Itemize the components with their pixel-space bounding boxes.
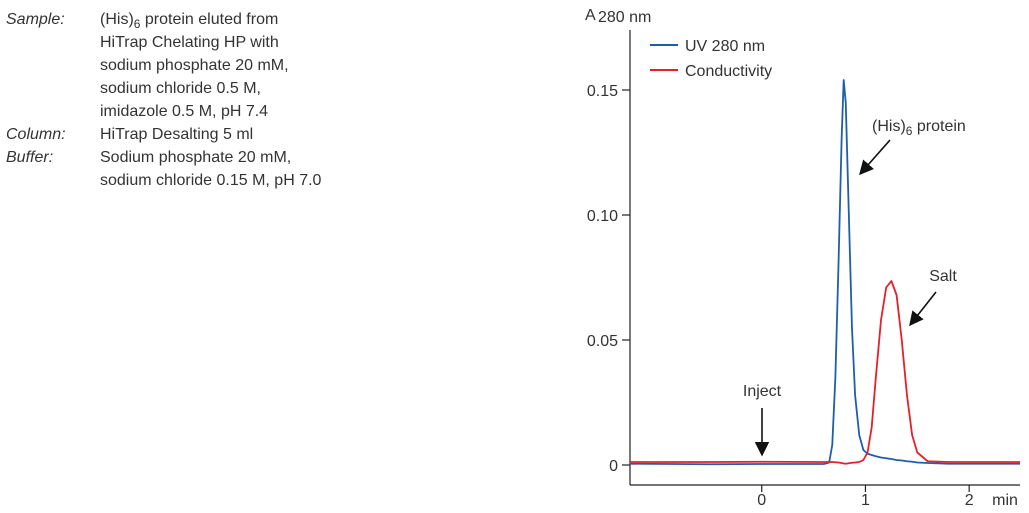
annotation: Salt [929, 268, 957, 285]
info-text-part: 6 [134, 17, 141, 31]
info-text: (His)6 protein eluted from [100, 11, 278, 31]
data-line [630, 280, 1020, 465]
annotation: (His)6 protein [872, 118, 966, 138]
x-axis-label: min [992, 492, 1018, 509]
info-text-part: (His) [100, 11, 134, 28]
y-axis-label: A [585, 7, 596, 24]
info-text-part: protein eluted from [140, 11, 278, 28]
y-tick-label: 0 [609, 458, 618, 475]
annotation-part: (His) [872, 118, 906, 135]
x-tick-label: 1 [861, 492, 870, 509]
salt-arrow [909, 291, 937, 327]
y-tick-label: 0.05 [587, 333, 618, 350]
protein-arrow [859, 139, 891, 176]
info-text: HiTrap Chelating HP with [100, 34, 279, 51]
legend-label: UV 280 nm [685, 38, 765, 55]
info-text: HiTrap Desalting 5 ml [100, 126, 253, 143]
info-text: imidazole 0.5 M, pH 7.4 [100, 103, 268, 120]
info-text: sodium chloride 0.5 M, [100, 80, 261, 97]
info-label: Buffer: [6, 149, 53, 166]
info-text: sodium chloride 0.15 M, pH 7.0 [100, 172, 322, 189]
annotation-part: protein [912, 118, 965, 135]
data-line [629, 79, 1020, 466]
x-tick-label: 2 [965, 492, 974, 509]
annotation: Inject [743, 383, 782, 400]
info-label: Column: [6, 126, 66, 143]
legend-label: Conductivity [685, 63, 772, 80]
info-label: Sample: [6, 11, 65, 28]
y-tick-label: 0.15 [587, 83, 618, 100]
x-tick-label: 0 [757, 492, 766, 509]
info-text: Sodium phosphate 20 mM, [100, 149, 291, 166]
info-text: sodium phosphate 20 mM, [100, 57, 289, 74]
y-axis-label-unit: 280 nm [598, 9, 651, 26]
annotation-part: 6 [906, 124, 913, 138]
y-tick-label: 0.10 [587, 208, 618, 225]
